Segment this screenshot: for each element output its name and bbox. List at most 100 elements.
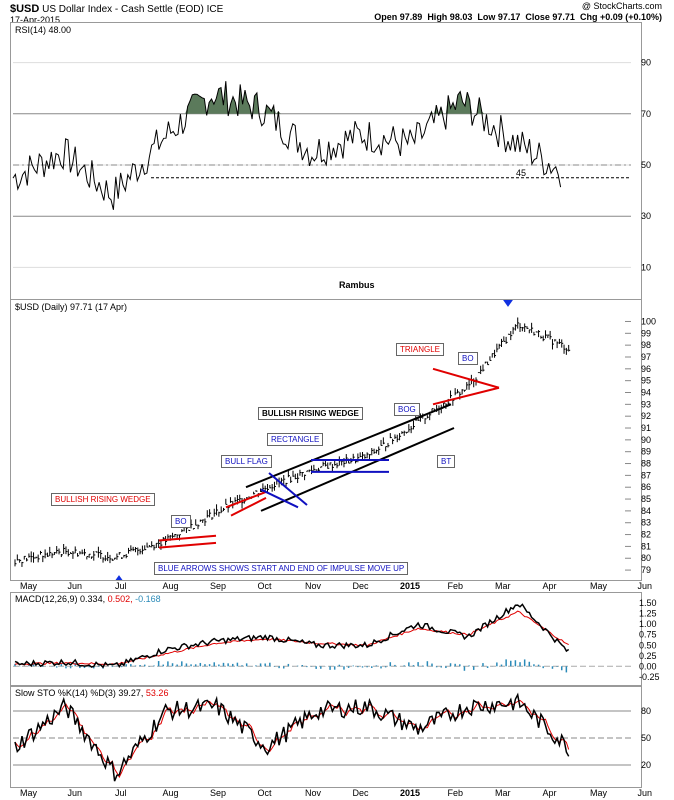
rsi-panel: RSI(14) 48.00 Rambus 90 70 50 30 10 45 — [10, 22, 651, 300]
x-axis-label: Aug — [163, 788, 179, 798]
x-axis-label: May — [590, 581, 608, 591]
rsi-tick-label: 10 — [641, 262, 651, 272]
x-axis-label: Sep — [210, 581, 226, 591]
rsi-tick-label: 70 — [641, 109, 651, 119]
macd-signal-value: 0.502, — [107, 594, 133, 604]
x-axis-label: May — [590, 788, 608, 798]
x-axis-label: 2015 — [400, 581, 420, 591]
impulse-start-arrow — [115, 575, 123, 580]
chart-title: $USD US Dollar Index - Cash Settle (EOD)… — [10, 3, 223, 15]
sto-label-prefix: Slow STO %K(14) %D(3) — [15, 688, 116, 698]
rambus-watermark: Rambus — [339, 280, 375, 290]
price-tick-label: 94 — [641, 388, 651, 398]
triangle-label: TRIANGLE — [396, 343, 445, 356]
blue-arrows-note: BLUE ARROWS SHOWS START AND END OF IMPUL… — [154, 562, 409, 575]
x-axis-label: Dec — [353, 788, 370, 798]
rsi-line — [12, 81, 562, 210]
bullish-rising-wedge-black-label: BULLISH RISING WEDGE — [258, 407, 363, 420]
macd-value: 0.334, — [80, 594, 106, 604]
bog-label: BOG — [394, 403, 420, 416]
x-axis-label: Feb — [448, 581, 464, 591]
wedge-black-lower — [260, 427, 455, 512]
macd-label: MACD(12,26,9) 0.334, 0.502, -0.168 — [15, 594, 161, 604]
x-axis-label: May — [20, 581, 38, 591]
close-value: Close 97.71 — [525, 12, 575, 22]
symbol: $USD — [10, 3, 40, 15]
price-tick-label: 95 — [641, 376, 651, 386]
bull-flag-lower — [260, 488, 299, 509]
sto-tick-label: 50 — [641, 733, 651, 743]
macd-tick-label: 0.25 — [639, 651, 657, 661]
x-axis-label: Jun — [68, 581, 83, 591]
x-axis-label: Dec — [353, 581, 370, 591]
macd-tick-label: 0.50 — [639, 640, 657, 650]
macd-label-prefix: MACD(12,26,9) — [15, 594, 78, 604]
x-axis-label: Jun — [68, 788, 83, 798]
macd-panel: MACD(12,26,9) 0.334, 0.502, -0.168 1.50 1… — [10, 592, 660, 686]
rsi-chart: 90 70 50 30 10 45 — [12, 58, 651, 272]
price-chart: 1009998979695949392919089888786858483828… — [14, 300, 656, 580]
price-tick-label: 81 — [641, 541, 651, 551]
x-axis-label: Nov — [305, 581, 322, 591]
x-axis-label: Apr — [543, 788, 557, 798]
ohlc-readout: Open 97.89 High 98.03 Low 97.17 Close 97… — [374, 12, 662, 22]
x-axis-label: Nov — [305, 788, 322, 798]
x-axis-label: Mar — [495, 581, 511, 591]
price-tick-label: 92 — [641, 411, 651, 421]
bullish-rising-wedge-red-label: BULLISH RISING WEDGE — [51, 493, 155, 506]
price-tick-label: 87 — [641, 470, 651, 480]
rectangle-label: RECTANGLE — [267, 433, 324, 446]
wedge-red2-lower — [230, 496, 267, 517]
wedge-red-lower — [158, 541, 217, 549]
price-tick-label: 88 — [641, 459, 651, 469]
change-value: Chg +0.09 (+0.10%) — [579, 12, 662, 22]
open-value: Open 97.89 — [374, 12, 423, 22]
bo-label-1: BO — [171, 515, 191, 528]
macd-tick-label: 1.25 — [639, 609, 657, 619]
x-axis-label: 2015 — [400, 788, 420, 798]
x-axis-top: May Jun Jul Aug Sep Oct Nov Dec 2015 Feb Mar Apr May… — [20, 581, 652, 591]
macd-tick-label: -0.25 — [639, 672, 660, 682]
sto-tick-label: 80 — [641, 706, 651, 716]
price-tick-label: 98 — [641, 340, 651, 350]
macd-line — [14, 603, 570, 669]
bt-label: BT — [437, 455, 456, 468]
sto-d-value: 53.26 — [145, 688, 169, 698]
macd-tick-label: 1.00 — [639, 619, 657, 629]
exchange: ICE — [206, 4, 224, 15]
x-axis-label: Oct — [258, 581, 273, 591]
rsi-overbought-fill — [13, 81, 561, 114]
bull-flag-upper — [268, 472, 308, 506]
price-tick-label: 85 — [641, 494, 651, 504]
price-tick-label: 83 — [641, 518, 651, 528]
sto-k-line — [14, 692, 570, 782]
x-axis-label: Mar — [495, 788, 511, 798]
rsi-dashed-label: 45 — [516, 168, 526, 178]
triangle-upper — [432, 367, 500, 389]
x-axis-label: Jun — [638, 788, 653, 798]
sto-tick-label: 20 — [641, 760, 651, 770]
x-axis-label: Sep — [210, 788, 226, 798]
low-value: Low 97.17 — [477, 12, 521, 22]
macd-tick-label: 1.50 — [639, 598, 657, 608]
price-tick-label: 80 — [641, 553, 651, 563]
price-tick-label: 86 — [641, 482, 651, 492]
bo-label-2: BO — [458, 352, 478, 365]
x-axis-label: May — [20, 788, 38, 798]
bull-flag-label: BULL FLAG — [221, 455, 272, 468]
price-tick-label: 99 — [641, 328, 651, 338]
triangle-lower — [432, 386, 500, 406]
rsi-tick-label: 50 — [641, 160, 651, 170]
price-tick-label: 82 — [641, 530, 651, 540]
price-tick-label: 91 — [641, 423, 651, 433]
macd-hist-value: -0.168 — [135, 594, 161, 604]
sto-label: Slow STO %K(14) %D(3) 39.27, 53.26 — [15, 688, 168, 698]
price-tick-label: 79 — [641, 565, 651, 575]
price-tick-label: 100 — [641, 316, 656, 326]
macd-tick-label: 0.75 — [639, 630, 657, 640]
price-tick-label: 90 — [641, 435, 651, 445]
price-tick-label: 84 — [641, 506, 651, 516]
price-tick-label: 93 — [641, 399, 651, 409]
macd-signal-line — [14, 610, 569, 666]
x-axis-label: Feb — [448, 788, 464, 798]
